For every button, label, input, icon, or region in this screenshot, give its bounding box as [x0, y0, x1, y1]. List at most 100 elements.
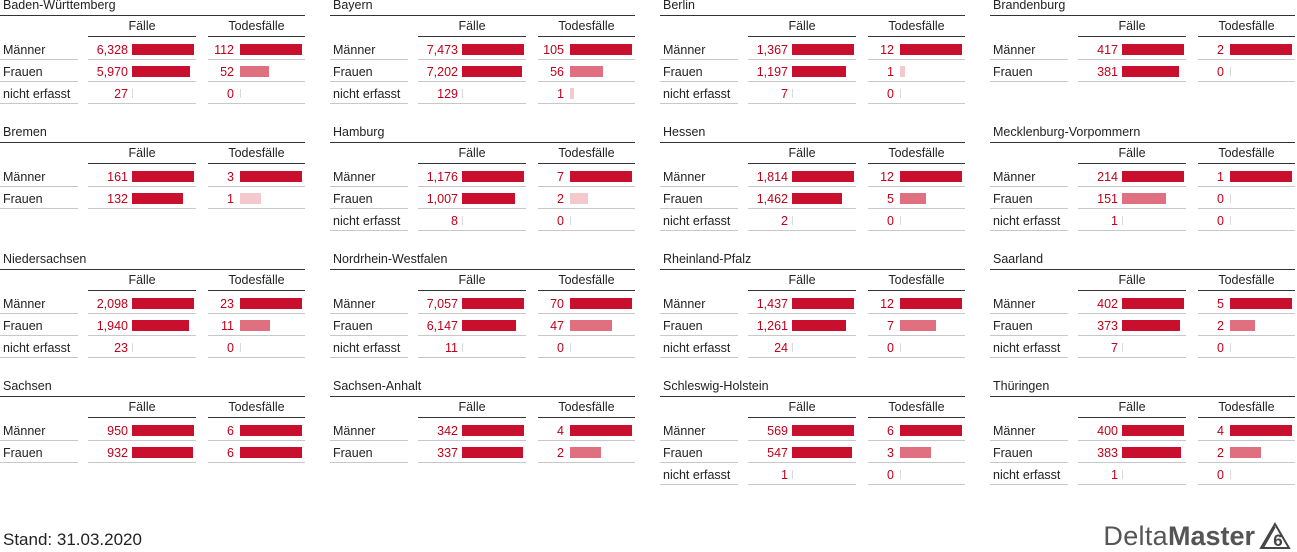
state-panel: Baden-Württemberg Fälle Todesfälle Männer 6,… — [0, 0, 305, 104]
state-panel: Sachsen-Anhalt Fälle Todesfälle Männer 342 4 F… — [330, 379, 635, 463]
todesfaelle-value: 3 — [887, 446, 894, 460]
row-rule — [538, 81, 635, 82]
faelle-value: 402 — [1097, 297, 1118, 311]
faelle-value: 7,473 — [426, 43, 458, 57]
state-title: Hessen — [663, 125, 706, 139]
row-rule — [748, 59, 856, 60]
todesfaelle-value: 2 — [1217, 446, 1224, 460]
faelle-bar — [462, 320, 516, 331]
row-rule — [748, 313, 856, 314]
data-row: nicht erfasst 23 0 — [0, 336, 305, 358]
row-rule — [0, 357, 78, 358]
column-header-todesfaelle: Todesfälle — [228, 19, 285, 33]
row-rule — [0, 440, 78, 441]
header-rule — [748, 417, 856, 418]
todesfaelle-bar — [570, 44, 632, 55]
title-rule — [660, 15, 965, 16]
row-label: Frauen — [3, 319, 43, 333]
row-rule — [208, 208, 305, 209]
row-label: nicht erfasst — [663, 214, 731, 228]
row-rule — [418, 462, 526, 463]
row-rule — [1198, 313, 1295, 314]
row-rule — [330, 230, 408, 231]
faelle-bar-baseline — [792, 89, 793, 98]
column-header-todesfaelle: Todesfälle — [1218, 273, 1275, 287]
header-rule — [1198, 290, 1295, 291]
column-header-todesfaelle: Todesfälle — [888, 146, 945, 160]
todesfaelle-value: 12 — [880, 297, 894, 311]
todesfaelle-value: 7 — [557, 170, 564, 184]
faelle-value: 214 — [1097, 170, 1118, 184]
todesfaelle-bar-baseline — [900, 470, 901, 479]
row-label: Frauen — [333, 192, 373, 206]
row-rule — [660, 335, 738, 336]
header-rule — [868, 290, 965, 291]
todesfaelle-value: 2 — [557, 446, 564, 460]
row-rule — [868, 313, 965, 314]
row-rule — [748, 230, 856, 231]
logo-delta-text: Delta — [1103, 520, 1168, 551]
faelle-value: 1,940 — [96, 319, 128, 333]
todesfaelle-value: 0 — [1217, 214, 1224, 228]
todesfaelle-bar-baseline — [1230, 216, 1231, 225]
row-rule — [1198, 186, 1295, 187]
row-rule — [1078, 313, 1186, 314]
data-row: Frauen 381 0 — [990, 60, 1295, 82]
column-header-todesfaelle: Todesfälle — [558, 273, 615, 287]
data-row: Frauen 373 2 — [990, 314, 1295, 336]
faelle-value: 27 — [114, 87, 128, 101]
header-rule — [88, 36, 196, 37]
state-panel: Bremen Fälle Todesfälle Männer 161 3 Frauen 132… — [0, 125, 305, 209]
todesfaelle-value: 23 — [220, 297, 234, 311]
row-rule — [0, 335, 78, 336]
row-label: Männer — [3, 297, 46, 311]
data-row: nicht erfasst 27 0 — [0, 82, 305, 104]
todesfaelle-bar — [570, 447, 601, 458]
row-rule — [208, 462, 305, 463]
column-header-faelle: Fälle — [458, 146, 486, 160]
title-rule — [330, 142, 635, 143]
todesfaelle-value: 2 — [557, 192, 564, 206]
todesfaelle-bar — [240, 193, 261, 204]
data-row: Frauen 1,197 1 — [660, 60, 965, 82]
data-row: Frauen 1,462 5 — [660, 187, 965, 209]
row-rule — [990, 484, 1068, 485]
faelle-bar — [1122, 66, 1179, 77]
row-rule — [330, 335, 408, 336]
row-rule — [660, 357, 738, 358]
todesfaelle-bar — [240, 447, 302, 458]
faelle-value: 1,261 — [756, 319, 788, 333]
header-rule — [868, 417, 965, 418]
row-rule — [868, 484, 965, 485]
faelle-bar — [792, 298, 854, 309]
todesfaelle-bar — [570, 88, 574, 99]
column-header-faelle: Fälle — [458, 400, 486, 414]
column-header-faelle: Fälle — [788, 19, 816, 33]
data-row: Männer 950 6 — [0, 419, 305, 441]
faelle-value: 6,147 — [426, 319, 458, 333]
todesfaelle-value: 1 — [227, 192, 234, 206]
todesfaelle-value: 0 — [887, 214, 894, 228]
todesfaelle-value: 112 — [214, 43, 234, 57]
row-rule — [88, 103, 196, 104]
row-rule — [208, 103, 305, 104]
row-rule — [660, 208, 738, 209]
data-row: Frauen 1,261 7 — [660, 314, 965, 336]
row-rule — [990, 186, 1068, 187]
data-row: Männer 1,437 12 — [660, 292, 965, 314]
row-label: Männer — [3, 43, 46, 57]
chart-grid: Baden-Württemberg Fälle Todesfälle Männer 6,… — [0, 0, 1295, 485]
row-rule — [88, 313, 196, 314]
row-rule — [88, 81, 196, 82]
todesfaelle-bar-baseline — [900, 89, 901, 98]
state-title: Bremen — [3, 125, 47, 139]
todesfaelle-bar — [900, 44, 962, 55]
row-rule — [88, 186, 196, 187]
faelle-value: 400 — [1097, 424, 1118, 438]
stand-date: Stand: 31.03.2020 — [3, 530, 142, 549]
row-rule — [88, 208, 196, 209]
header-rule — [1078, 163, 1186, 164]
faelle-value: 1,007 — [426, 192, 458, 206]
row-rule — [0, 313, 78, 314]
row-rule — [418, 59, 526, 60]
